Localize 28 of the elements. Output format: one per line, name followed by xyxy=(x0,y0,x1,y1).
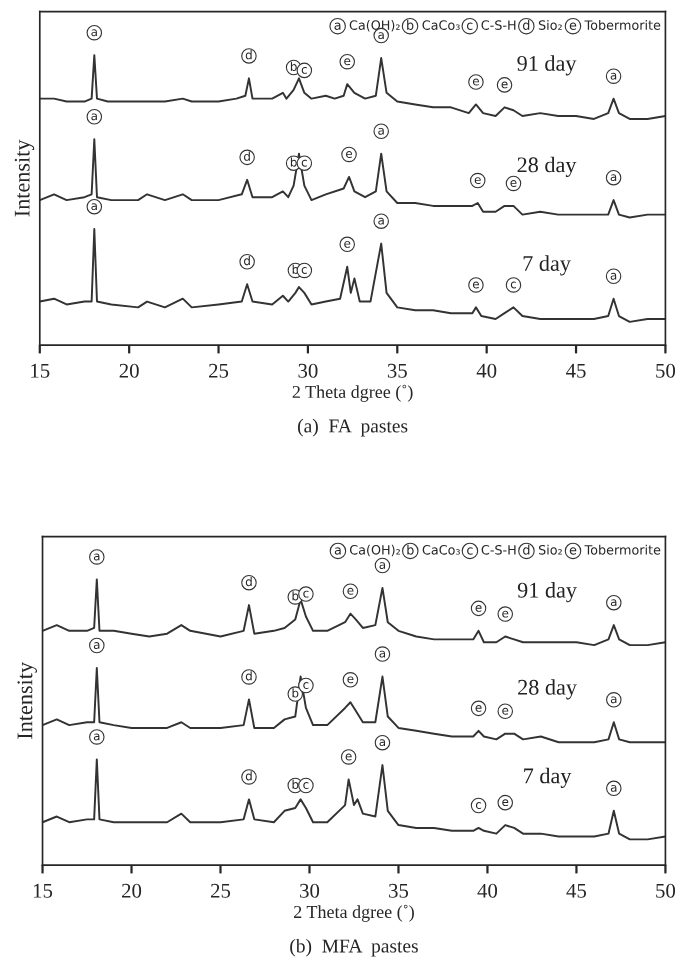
legend-label: 28 day xyxy=(518,679,577,700)
legend-label: 91 day xyxy=(517,582,577,603)
x-tick-label: 15 xyxy=(33,883,53,898)
x-tick-label: 40 xyxy=(477,883,498,898)
x-axis-title: 2 Theta dgree (˚) xyxy=(292,384,413,402)
x-tick-label: 35 xyxy=(387,363,407,378)
x-tick-label: 30 xyxy=(298,363,318,378)
legend-label: 7 day xyxy=(524,767,572,788)
x-tick-label: 25 xyxy=(209,363,229,378)
x-tick-label: 30 xyxy=(300,883,320,898)
x-tick-label: 50 xyxy=(656,883,676,898)
x-tick-label: 35 xyxy=(389,883,409,898)
text: (b) MFA pastes xyxy=(290,938,418,957)
x-tick-label: 25 xyxy=(211,883,231,898)
x-tick-label: 40 xyxy=(476,363,497,378)
legend-label: 28 day xyxy=(517,156,577,177)
x-axis-title: 2 Theta dgree (˚) xyxy=(294,904,414,922)
x-tick-label: 20 xyxy=(119,363,139,378)
y-axis-title: Intensity xyxy=(17,662,37,739)
legend-label: 91 day xyxy=(517,55,577,76)
x-tick-label: 50 xyxy=(656,363,676,378)
x-tick-label: 45 xyxy=(566,883,587,898)
x-tick-label: 45 xyxy=(566,363,586,378)
legend-label: 7 day xyxy=(523,255,571,276)
text: (a) FA pastes xyxy=(298,418,408,437)
x-tick-label: 20 xyxy=(122,883,142,898)
x-tick-label: 15 xyxy=(31,363,50,378)
y-axis-title: Intensity xyxy=(14,139,35,217)
